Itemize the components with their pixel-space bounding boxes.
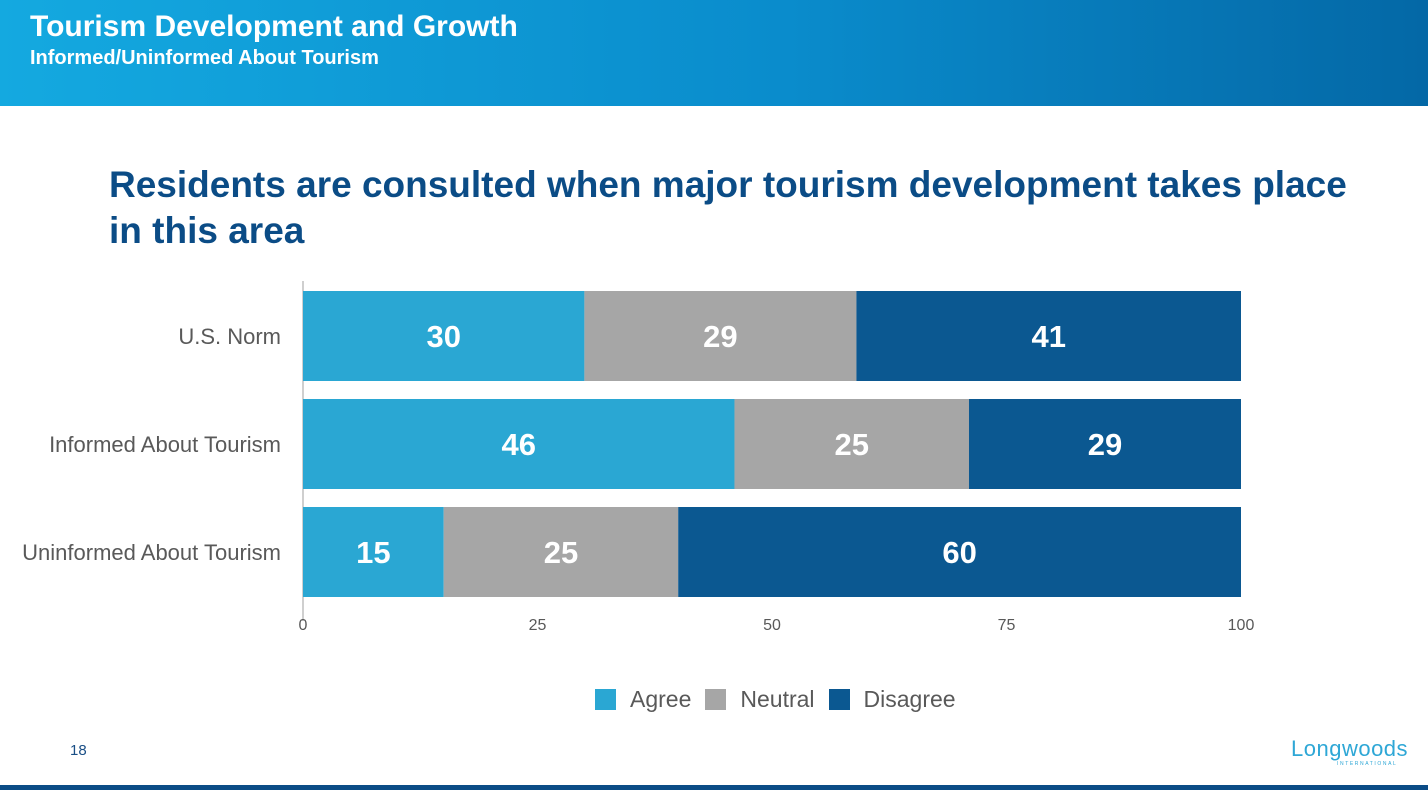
bar-neutral-u-s-norm [584, 291, 857, 381]
bar-disagree-uninformed-about-tourism [678, 507, 1241, 597]
category-label-uninformed-about-tourism: Uninformed About Tourism [22, 540, 281, 565]
category-label-u-s-norm: U.S. Norm [178, 324, 281, 349]
logo-wordmark: Longwoods [1291, 736, 1409, 761]
chart-legend: Agree Neutral Disagree [595, 684, 970, 714]
bar-neutral-uninformed-about-tourism [443, 507, 679, 597]
category-label-informed-about-tourism: Informed About Tourism [49, 432, 281, 457]
data-label-agree-uninformed-about-tourism: 15 [356, 535, 390, 570]
data-label-neutral-u-s-norm: 29 [703, 319, 737, 354]
data-label-disagree-uninformed-about-tourism: 60 [942, 535, 976, 570]
data-label-disagree-informed-about-tourism: 29 [1088, 427, 1122, 462]
footer-bar [0, 785, 1428, 790]
data-label-agree-u-s-norm: 30 [426, 319, 460, 354]
bar-disagree-informed-about-tourism [968, 399, 1241, 489]
x-tick-label-25: 25 [529, 617, 547, 634]
legend-label-agree: Agree [630, 685, 692, 712]
bar-disagree-u-s-norm [856, 291, 1241, 381]
legend-label-disagree: Disagree [863, 685, 956, 712]
bar-agree-u-s-norm [303, 291, 585, 381]
logo-subtext: INTERNATIONAL [1337, 761, 1398, 767]
x-tick-label-75: 75 [998, 617, 1016, 634]
x-tick-label-100: 100 [1228, 617, 1255, 634]
bar-agree-uninformed-about-tourism [303, 507, 444, 597]
legend-swatch-disagree [828, 688, 850, 710]
data-label-disagree-u-s-norm: 41 [1031, 319, 1065, 354]
legend-label-neutral: Neutral [740, 685, 815, 712]
page-title: Tourism Development and Growth [30, 10, 518, 43]
bar-agree-informed-about-tourism [303, 399, 735, 489]
longwoods-logo: Longwoods INTERNATIONAL [1291, 736, 1408, 770]
x-tick-label-50: 50 [763, 617, 781, 634]
chart-title: Residents are consulted when major touri… [109, 164, 1347, 251]
stacked-bar-chart: 30 29 41 U.S. Norm 46 25 29 Informed About Tour… [22, 281, 1255, 634]
x-tick-label-0: 0 [299, 617, 308, 634]
data-label-neutral-uninformed-about-tourism: 25 [544, 535, 578, 570]
legend-swatch-agree [595, 688, 616, 710]
page-subtitle: Informed/Uninformed About Tourism [30, 47, 379, 69]
legend-item-agree: Agree [595, 686, 691, 713]
legend-swatch-neutral [705, 688, 727, 710]
bar-neutral-informed-about-tourism [734, 399, 969, 489]
legend-item-neutral: Neutral [705, 685, 815, 713]
data-label-agree-informed-about-tourism: 46 [501, 427, 535, 462]
page-number: 18 [70, 742, 87, 759]
header-banner: Tourism Development and Growth Informed/… [0, 0, 1428, 106]
data-label-neutral-informed-about-tourism: 25 [834, 427, 868, 462]
legend-item-disagree: Disagree [828, 685, 956, 713]
